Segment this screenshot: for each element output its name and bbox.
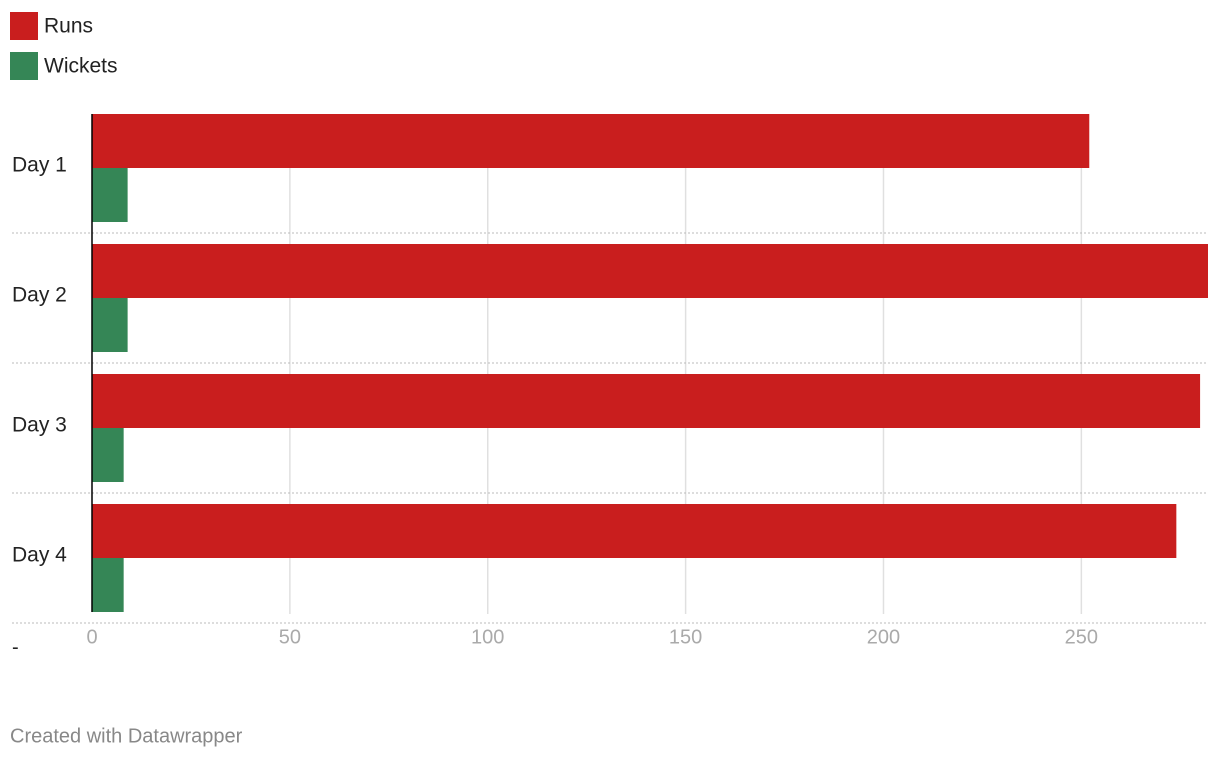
bar — [92, 114, 1090, 168]
x-tick-label: 250 — [1065, 626, 1098, 648]
legend-label: Wickets — [44, 55, 118, 78]
bar — [92, 558, 124, 612]
bar — [92, 244, 1208, 298]
x-tick-label: 150 — [669, 626, 702, 648]
x-tick-label: 50 — [279, 626, 301, 648]
x-tick-label: 0 — [86, 626, 97, 648]
x-tick-label: 200 — [867, 626, 900, 648]
x-axis-label: - — [12, 636, 19, 658]
bar — [92, 168, 128, 222]
bar — [92, 298, 128, 352]
y-tick-label: Day 4 — [12, 544, 67, 567]
x-tick-label: 100 — [471, 626, 504, 648]
y-tick-label: Day 2 — [12, 284, 67, 307]
footer: Created with Datawrapper — [10, 725, 243, 747]
legend-swatch — [10, 52, 38, 80]
legend-swatch — [10, 12, 38, 40]
bar — [92, 504, 1177, 558]
legend-label: Runs — [44, 15, 93, 38]
y-tick-label: Day 3 — [12, 414, 67, 437]
bar — [92, 374, 1201, 428]
y-tick-label: Day 1 — [12, 154, 67, 177]
bar — [92, 428, 124, 482]
